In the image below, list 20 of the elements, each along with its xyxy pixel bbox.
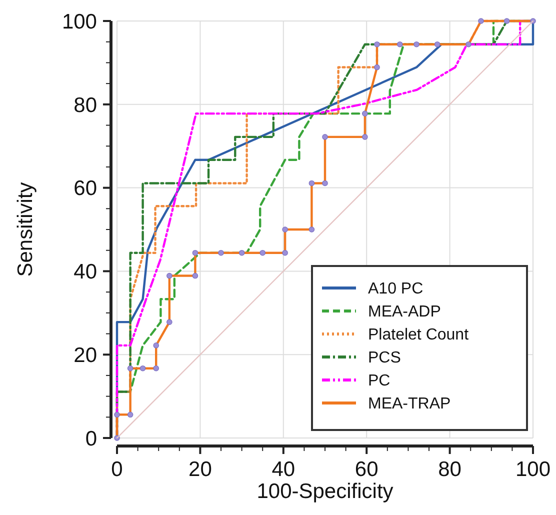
legend-label: PC bbox=[368, 372, 390, 390]
x-tick-label: 60 bbox=[354, 458, 378, 481]
y-tick-label: 0 bbox=[85, 427, 97, 450]
x-tick-label: 40 bbox=[272, 458, 296, 481]
legend-label: PCS bbox=[368, 350, 401, 367]
y-tick-label: 60 bbox=[74, 177, 97, 200]
y-tick-label: 80 bbox=[74, 94, 97, 117]
legend-label: Platelet Count bbox=[368, 326, 470, 344]
x-tick-label: 0 bbox=[111, 458, 123, 481]
x-tick-label: 80 bbox=[438, 458, 462, 481]
y-tick-label: 100 bbox=[62, 10, 97, 34]
y-tick-label: 20 bbox=[74, 344, 97, 367]
legend-label: MEA-ADP bbox=[368, 304, 441, 321]
x-axis-title: 100-Specificity bbox=[256, 480, 394, 503]
x-tick-label: 100 bbox=[515, 458, 551, 481]
legend-label: MEA-TRAP bbox=[368, 396, 451, 413]
x-tick-label: 20 bbox=[188, 458, 212, 481]
y-axis-title: Sensitivity bbox=[14, 182, 37, 277]
y-tick-label: 40 bbox=[74, 260, 97, 284]
legend-label: A10 PC bbox=[368, 280, 424, 298]
